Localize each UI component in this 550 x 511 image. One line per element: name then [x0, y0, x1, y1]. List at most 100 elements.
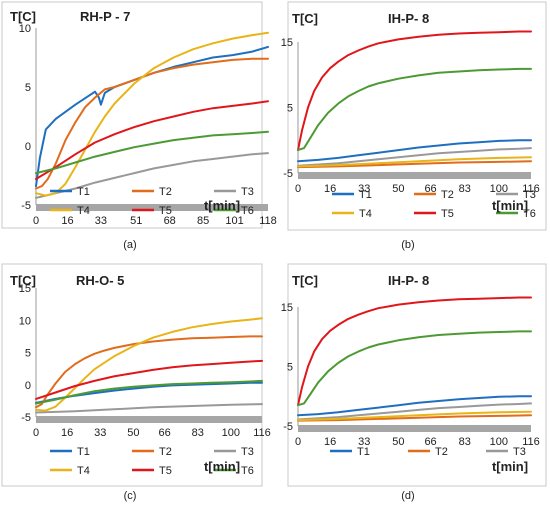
legend: T1 T2 T3 [330, 446, 526, 458]
series-line [35, 152, 269, 199]
legend-label: T1 [77, 186, 90, 198]
x-tick-label: 33 [358, 183, 370, 195]
series-line [35, 335, 263, 409]
x-tick-label: 33 [95, 215, 107, 227]
legend-label: T5 [159, 205, 172, 217]
plot-area: -5 5 15 0 16 33 50 66 83 100 116 [281, 296, 540, 448]
legend-label: T1 [357, 446, 370, 458]
x-tick-label: 100 [222, 427, 240, 439]
panel-frame [1, 263, 263, 487]
series-line [35, 359, 263, 400]
legend-label: T4 [77, 205, 90, 217]
y-tick-label: 5 [287, 103, 293, 115]
series-line [297, 395, 532, 417]
panel-caption: (b) [401, 239, 414, 251]
x-tick-label: 16 [324, 183, 336, 195]
x-tick-label: 33 [94, 427, 106, 439]
legend-label: T2 [159, 186, 172, 198]
y-tick-label: 5 [25, 82, 31, 94]
y-tick-label: -5 [283, 421, 293, 433]
series-line [297, 330, 532, 407]
legend: T1 T2 T3 T4 T5 T6 [332, 189, 536, 220]
x-tick-label: 16 [61, 215, 73, 227]
x-tick-label: 50 [392, 436, 404, 448]
legend-label: T3 [241, 446, 254, 458]
chart-panel-c: T[C] RH-O- 5 [1, 263, 263, 487]
series-line [35, 403, 263, 414]
legend-label: T3 [513, 446, 526, 458]
x-axis-baseline [298, 425, 531, 432]
y-tick-label: 10 [19, 23, 31, 35]
series-line [35, 57, 269, 190]
panel-frame [287, 1, 547, 231]
series-line [35, 379, 263, 405]
series-line [35, 317, 263, 412]
x-axis-label: t[min] [492, 198, 528, 213]
y-axis-label: T[C] [10, 9, 36, 24]
series-line [297, 296, 532, 407]
chart-title: RH-P - 7 [80, 9, 130, 24]
x-tick-label: 68 [164, 215, 176, 227]
x-axis-label: t[min] [492, 459, 528, 474]
y-axis-label: T[C] [292, 273, 318, 288]
series-line [297, 410, 532, 422]
series-line [297, 30, 532, 152]
x-tick-label: 0 [295, 183, 301, 195]
x-tick-label: 66 [158, 427, 170, 439]
series-line [35, 31, 269, 197]
series-line [297, 156, 532, 168]
legend-label: T6 [241, 465, 254, 477]
legend: T1 T2 T3 T4 T5 T6 [50, 186, 254, 217]
chart-title: IH-P- 8 [388, 273, 429, 288]
y-tick-label: -5 [283, 168, 293, 180]
chart-title: IH-P- 8 [388, 11, 429, 26]
panel-frame [287, 263, 547, 487]
x-tick-label: 118 [259, 215, 277, 227]
series-line [297, 147, 532, 167]
x-tick-label: 50 [392, 183, 404, 195]
legend-label: T4 [77, 465, 90, 477]
y-tick-label: 5 [25, 348, 31, 360]
x-tick-label: 66 [424, 183, 436, 195]
legend-label: T5 [441, 208, 454, 220]
x-tick-label: 116 [253, 427, 271, 439]
series-line [35, 130, 269, 175]
y-tick-label: 10 [19, 315, 31, 327]
series-line [297, 67, 532, 152]
x-tick-label: 100 [490, 183, 508, 195]
series-line [297, 414, 532, 422]
x-axis-label: t[min] [204, 459, 240, 474]
legend-label: T2 [159, 446, 172, 458]
x-tick-label: 16 [324, 436, 336, 448]
x-tick-label: 0 [33, 427, 39, 439]
x-tick-label: 50 [127, 427, 139, 439]
x-axis-baseline [36, 416, 262, 423]
x-tick-label: 83 [459, 183, 471, 195]
y-tick-label: -5 [21, 412, 31, 424]
legend-label: T1 [77, 446, 90, 458]
x-tick-label: 100 [490, 436, 508, 448]
y-tick-label: 0 [25, 380, 31, 392]
legend-label: T3 [523, 189, 536, 201]
legend-label: T2 [435, 446, 448, 458]
x-tick-label: 101 [225, 215, 243, 227]
series-line [35, 100, 269, 180]
legend-label: T6 [241, 205, 254, 217]
x-tick-label: 16 [61, 427, 73, 439]
series-line [35, 45, 269, 188]
y-axis-label: T[C] [292, 11, 318, 26]
panel-caption: (a) [123, 239, 136, 251]
panel-caption: (c) [124, 490, 137, 502]
legend: T1 T2 T3 T4 T5 T6 [50, 446, 254, 477]
x-axis-baseline [298, 172, 531, 179]
legend-label: T6 [523, 208, 536, 220]
x-tick-label: 83 [192, 427, 204, 439]
x-tick-label: 33 [358, 436, 370, 448]
x-tick-label: 85 [197, 215, 209, 227]
x-axis-label: t[min] [204, 198, 240, 213]
series-line [297, 402, 532, 421]
chart-title: RH-O- 5 [76, 273, 124, 288]
